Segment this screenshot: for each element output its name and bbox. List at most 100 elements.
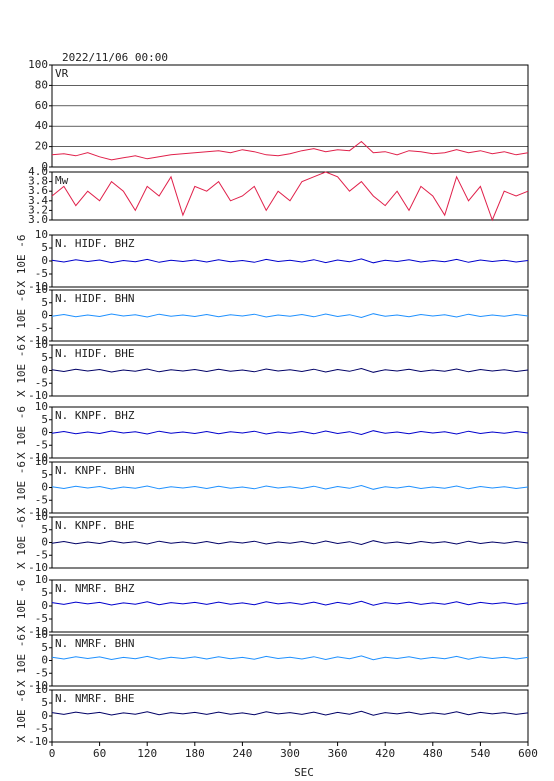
y-tick-label: -5 xyxy=(35,376,48,389)
trace-line xyxy=(51,600,529,606)
x-tick-label: 0 xyxy=(49,747,56,760)
y-tick-label: 0 xyxy=(41,709,48,722)
y-tick-label: -10 xyxy=(28,334,48,347)
x-tick-label: 180 xyxy=(185,747,205,760)
y-axis-label: X 10E -6 xyxy=(15,634,28,687)
trace-line xyxy=(51,484,529,490)
y-tick-label: 4.0 xyxy=(28,165,48,178)
y-tick-label: 5 xyxy=(41,241,48,254)
y-tick-label: -10 xyxy=(28,679,48,692)
y-tick-label: 10 xyxy=(35,683,48,696)
y-tick-label: -5 xyxy=(35,321,48,334)
y-axis-label: X 10E -6 xyxy=(15,289,28,342)
series-label: N. NMRF. BHZ xyxy=(55,582,135,595)
y-tick-label: -10 xyxy=(28,389,48,402)
x-tick-label: 600 xyxy=(518,747,538,760)
y-axis-label: X 10E -6 xyxy=(15,690,28,743)
series-label: N. NMRF. BHE xyxy=(55,692,134,705)
y-tick-label: 100 xyxy=(28,58,48,71)
y-tick-label: 0 xyxy=(41,481,48,494)
y-tick-label: 0 xyxy=(41,160,48,173)
y-tick-label: -5 xyxy=(35,493,48,506)
y-tick-label: 10 xyxy=(35,400,48,413)
y-tick-label: 0 xyxy=(41,654,48,667)
x-tick-label: 420 xyxy=(375,747,395,760)
y-tick-label: -10 xyxy=(28,506,48,519)
panel-frame xyxy=(51,171,529,221)
series-label: N. HIDF. BHE xyxy=(55,347,134,360)
y-tick-label: -10 xyxy=(28,451,48,464)
y-axis-label: X 10E -6 xyxy=(15,516,28,569)
y-axis-label: X 10E -6 xyxy=(15,406,28,459)
y-tick-label: 40 xyxy=(35,119,48,132)
y-tick-label: -5 xyxy=(35,438,48,451)
y-tick-label: 0 xyxy=(41,599,48,612)
y-tick-label: 5 xyxy=(41,523,48,536)
y-tick-label: 0 xyxy=(41,254,48,267)
y-tick-label: 3.4 xyxy=(28,194,48,207)
y-tick-label: 20 xyxy=(35,140,48,153)
x-tick-label: 60 xyxy=(93,747,106,760)
y-tick-label: -5 xyxy=(35,612,48,625)
y-tick-label: 0 xyxy=(41,536,48,549)
y-tick-label: -5 xyxy=(35,548,48,561)
y-tick-label: 10 xyxy=(35,283,48,296)
y-tick-label: 60 xyxy=(35,99,48,112)
y-tick-label: 3.8 xyxy=(28,175,48,188)
y-tick-label: 5 xyxy=(41,641,48,654)
y-tick-label: 10 xyxy=(35,455,48,468)
trace-line xyxy=(51,710,529,716)
y-axis-label: X 10E -6 xyxy=(15,580,28,633)
x-axis-label: SEC xyxy=(294,766,314,779)
series-label: Mw xyxy=(55,174,69,187)
series-label: N. NMRF. BHN xyxy=(55,637,134,650)
trace-line xyxy=(51,540,529,546)
y-tick-label: 5 xyxy=(41,351,48,364)
y-tick-label: -10 xyxy=(28,625,48,638)
trace-line xyxy=(51,655,529,661)
y-tick-label: 3.6 xyxy=(28,184,48,197)
y-tick-label: 10 xyxy=(35,510,48,523)
y-tick-label: 10 xyxy=(35,228,48,241)
trace-line xyxy=(51,140,529,161)
y-tick-label: 80 xyxy=(35,78,48,91)
x-tick-label: 360 xyxy=(328,747,348,760)
y-tick-label: 10 xyxy=(35,573,48,586)
y-tick-label: -5 xyxy=(35,722,48,735)
y-tick-label: 5 xyxy=(41,296,48,309)
trace-line xyxy=(51,430,529,436)
y-tick-label: 5 xyxy=(41,586,48,599)
y-tick-label: -10 xyxy=(28,280,48,293)
trace-line xyxy=(51,367,529,373)
trace-line xyxy=(51,171,529,222)
x-tick-label: 240 xyxy=(232,747,252,760)
y-axis-label: X 10E -6 xyxy=(15,344,28,397)
y-axis-label: X 10E -6 xyxy=(15,461,28,514)
x-tick-label: 540 xyxy=(470,747,490,760)
x-tick-label: 120 xyxy=(137,747,157,760)
trace-line xyxy=(51,258,529,264)
x-tick-label: 480 xyxy=(423,747,443,760)
chart-title: 2022/11/06 00:00 xyxy=(62,51,168,64)
series-label: VR xyxy=(55,67,69,80)
series-label: N. HIDF. BHN xyxy=(55,292,134,305)
panel-frame xyxy=(51,64,529,168)
series-label: N. HIDF. BHZ xyxy=(55,237,135,250)
y-tick-label: 0 xyxy=(41,426,48,439)
y-tick-label: -5 xyxy=(35,666,48,679)
y-tick-label: 3.0 xyxy=(28,213,48,226)
y-tick-label: 5 xyxy=(41,696,48,709)
y-tick-label: 5 xyxy=(41,413,48,426)
y-axis-label: X 10E -6 xyxy=(15,235,28,288)
trace-line xyxy=(51,313,529,319)
y-tick-label: -10 xyxy=(28,735,48,748)
y-tick-label: 0 xyxy=(41,309,48,322)
y-tick-label: -10 xyxy=(28,561,48,574)
series-label: N. KNPF. BHE xyxy=(55,519,134,532)
y-tick-label: 0 xyxy=(41,364,48,377)
y-tick-label: 10 xyxy=(35,338,48,351)
y-tick-label: 5 xyxy=(41,468,48,481)
y-tick-label: 10 xyxy=(35,628,48,641)
y-tick-label: 3.2 xyxy=(28,203,48,216)
